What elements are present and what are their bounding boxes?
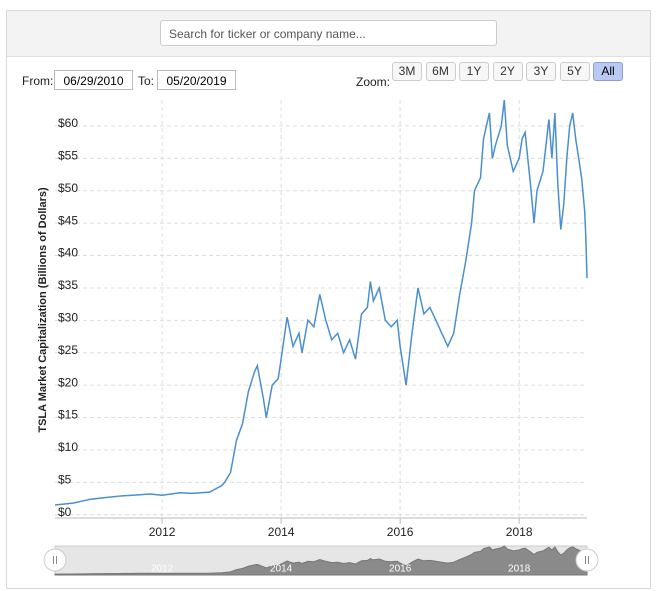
widget: Search for ticker or company name...	[6, 10, 651, 589]
zoom-button[interactable]: 6M	[425, 62, 456, 81]
navigator-label: 2018	[508, 564, 531, 575]
y-tick-label: $15	[58, 408, 78, 422]
from-label: From:	[22, 74, 54, 88]
y-tick-label: $40	[58, 246, 78, 260]
x-tick-label: 2016	[387, 525, 414, 539]
search-input[interactable]: Search for ticker or company name...	[160, 20, 497, 46]
header: Search for ticker or company name...	[7, 11, 650, 57]
y-tick-label: $10	[58, 440, 78, 454]
y-tick-label: $25	[58, 343, 78, 357]
y-tick-label: $20	[58, 375, 78, 389]
zoom-button[interactable]: All	[593, 62, 623, 81]
y-tick-label: $35	[58, 278, 78, 292]
to-input[interactable]: 05/20/2019	[157, 70, 236, 90]
navigator-label: 2016	[389, 564, 412, 575]
y-tick-label: $5	[58, 473, 72, 487]
navigator-label: 2012	[151, 564, 174, 575]
navigator-handle[interactable]	[43, 548, 67, 572]
y-tick-label: $50	[58, 181, 78, 195]
x-tick-label: 2014	[268, 525, 295, 539]
navigator-area	[54, 545, 588, 576]
y-tick-label: $55	[58, 148, 78, 162]
zoom-button[interactable]: 1Y	[459, 62, 489, 81]
zoom-button[interactable]: 3Y	[526, 62, 556, 81]
zoom-button[interactable]: 3M	[392, 62, 422, 81]
y-tick-label: $30	[58, 311, 78, 325]
y-axis-title: TSLA Market Capitalization (Billions of …	[37, 187, 49, 433]
zoom-button[interactable]: 2Y	[492, 62, 523, 81]
zoom-button[interactable]: 5Y	[559, 62, 590, 81]
to-label: To:	[138, 74, 155, 88]
navigator-handle[interactable]	[575, 548, 599, 572]
zoom-label: Zoom:	[356, 75, 391, 89]
from-input[interactable]: 06/29/2010	[54, 70, 133, 90]
y-tick-label: $0	[58, 505, 72, 519]
x-tick-label: 2012	[149, 525, 176, 539]
y-tick-label: $45	[58, 213, 78, 227]
y-tick-label: $60	[58, 116, 78, 130]
x-tick-label: 2018	[506, 525, 533, 539]
line	[54, 99, 588, 506]
navigator-label: 2014	[270, 564, 293, 575]
